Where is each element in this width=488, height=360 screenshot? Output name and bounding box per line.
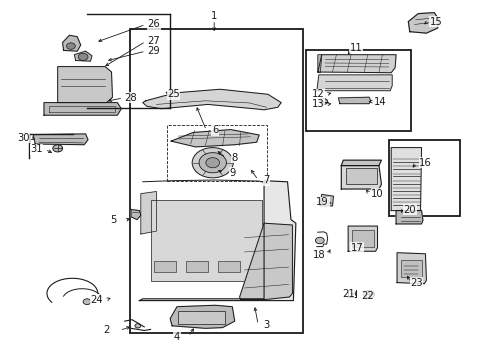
Text: 8: 8 [231,153,237,163]
Bar [129,29,303,333]
Bar [185,261,207,272]
Text: 30: 30 [17,132,30,143]
Polygon shape [341,160,381,166]
Text: 18: 18 [312,250,325,260]
Circle shape [320,199,326,204]
Circle shape [135,324,141,328]
Polygon shape [141,192,156,234]
Polygon shape [131,210,141,220]
Text: 17: 17 [350,243,363,253]
Circle shape [199,153,226,173]
Text: 24: 24 [90,294,103,305]
Text: 19: 19 [316,197,328,207]
Text: 3: 3 [263,320,269,330]
Circle shape [66,43,75,49]
Bar [217,261,239,272]
Text: 28: 28 [124,93,137,103]
Text: 21: 21 [341,289,354,300]
Text: 20: 20 [403,204,415,215]
Polygon shape [44,103,121,115]
Polygon shape [74,51,92,61]
Circle shape [83,299,91,305]
Polygon shape [341,166,381,189]
Polygon shape [33,134,88,145]
Polygon shape [407,13,438,33]
Polygon shape [170,305,234,328]
Polygon shape [338,97,370,104]
Text: 4: 4 [174,332,180,342]
Circle shape [205,158,219,168]
Polygon shape [239,223,292,300]
Polygon shape [316,75,391,91]
Text: 13: 13 [311,99,324,109]
Text: 15: 15 [429,17,442,27]
Bar [351,230,373,247]
Bar [305,50,410,131]
Circle shape [319,99,327,104]
Text: 27: 27 [147,36,160,46]
Text: 9: 9 [228,168,235,178]
Polygon shape [58,67,112,103]
Polygon shape [171,130,259,147]
Text: 10: 10 [370,189,383,199]
Text: 5: 5 [110,215,117,225]
Bar [178,311,224,324]
Text: 7: 7 [263,175,269,185]
Text: 16: 16 [418,158,431,168]
Text: 25: 25 [167,89,180,99]
Text: 2: 2 [103,325,110,336]
Bar [150,200,262,281]
Polygon shape [317,55,395,73]
Bar [400,260,421,277]
Circle shape [363,291,374,298]
Circle shape [192,148,233,178]
Text: 1: 1 [210,11,217,21]
Circle shape [78,53,88,60]
Bar [346,168,376,184]
Bar [167,125,267,181]
Polygon shape [396,253,426,284]
Circle shape [53,145,62,152]
Polygon shape [347,226,377,251]
Text: 12: 12 [311,89,324,99]
Polygon shape [317,55,321,73]
Text: 6: 6 [211,125,218,135]
Polygon shape [390,148,421,211]
Bar [154,261,176,272]
Polygon shape [62,35,81,51]
Text: 22: 22 [361,291,373,301]
Polygon shape [320,194,333,206]
Polygon shape [139,181,295,301]
Text: 26: 26 [147,19,160,30]
Bar [388,140,459,216]
Polygon shape [395,211,422,224]
Polygon shape [142,89,281,110]
Circle shape [315,237,324,244]
Text: 11: 11 [349,42,362,53]
Text: 31: 31 [30,144,43,154]
Text: 23: 23 [409,278,422,288]
Text: 29: 29 [147,46,160,56]
Text: 14: 14 [373,96,386,107]
